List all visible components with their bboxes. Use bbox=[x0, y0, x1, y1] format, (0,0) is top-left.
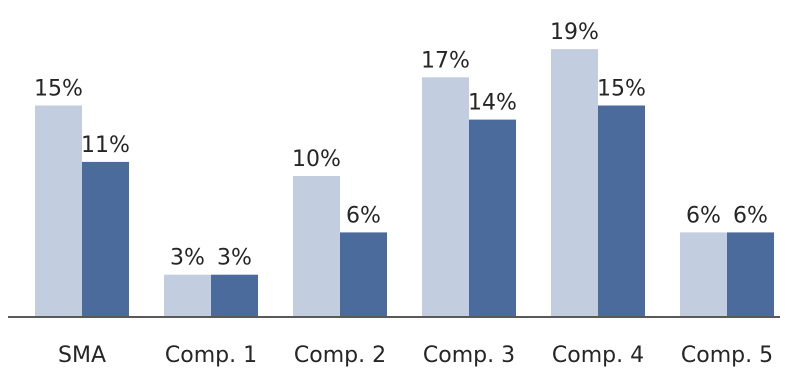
bar-s1-comp-5 bbox=[680, 232, 727, 317]
data-label-s2-comp-4: 15% bbox=[597, 77, 646, 102]
category-labels-group: SMA Comp. 1 Comp. 2 Comp. 3 Comp. 4 Comp. 5 bbox=[58, 343, 773, 368]
bar-s2-comp-4 bbox=[598, 105, 645, 317]
bar-s1-comp-3 bbox=[422, 77, 469, 317]
category-label-comp-3: Comp. 3 bbox=[423, 343, 515, 368]
bar-s2-comp-2 bbox=[340, 232, 387, 317]
data-label-s1-comp-2: 10% bbox=[292, 147, 341, 172]
data-label-s2-comp-1: 3% bbox=[217, 246, 252, 271]
data-label-s2-comp-5: 6% bbox=[733, 203, 768, 228]
category-label-comp-4: Comp. 4 bbox=[552, 343, 644, 368]
data-label-s2-sma: 11% bbox=[81, 133, 130, 158]
category-label-sma: SMA bbox=[58, 343, 106, 368]
bar-s1-comp-4 bbox=[551, 49, 598, 317]
bar-s1-comp-1 bbox=[164, 274, 211, 317]
bar-s2-comp-1 bbox=[211, 274, 258, 317]
data-label-s2-comp-2: 6% bbox=[346, 203, 381, 228]
bar-s1-sma bbox=[35, 105, 82, 317]
data-label-s1-comp-5: 6% bbox=[686, 203, 721, 228]
data-label-s1-comp-1: 3% bbox=[170, 246, 205, 271]
bars-group bbox=[35, 49, 774, 317]
data-labels-group: 15% 11% 3% 3% 10% 6% 17% 14% 19% 15% 6% 6% bbox=[34, 20, 768, 271]
category-label-comp-5: Comp. 5 bbox=[681, 343, 773, 368]
bar-s2-comp-5 bbox=[727, 232, 774, 317]
data-label-s1-sma: 15% bbox=[34, 77, 83, 102]
data-label-s2-comp-3: 14% bbox=[468, 91, 517, 116]
bar-s2-sma bbox=[82, 161, 129, 317]
data-label-s1-comp-3: 17% bbox=[421, 48, 470, 73]
bar-s1-comp-2 bbox=[293, 176, 340, 317]
bar-s2-comp-3 bbox=[469, 119, 516, 317]
category-label-comp-2: Comp. 2 bbox=[294, 343, 386, 368]
data-label-s1-comp-4: 19% bbox=[550, 20, 599, 45]
category-label-comp-1: Comp. 1 bbox=[165, 343, 257, 368]
